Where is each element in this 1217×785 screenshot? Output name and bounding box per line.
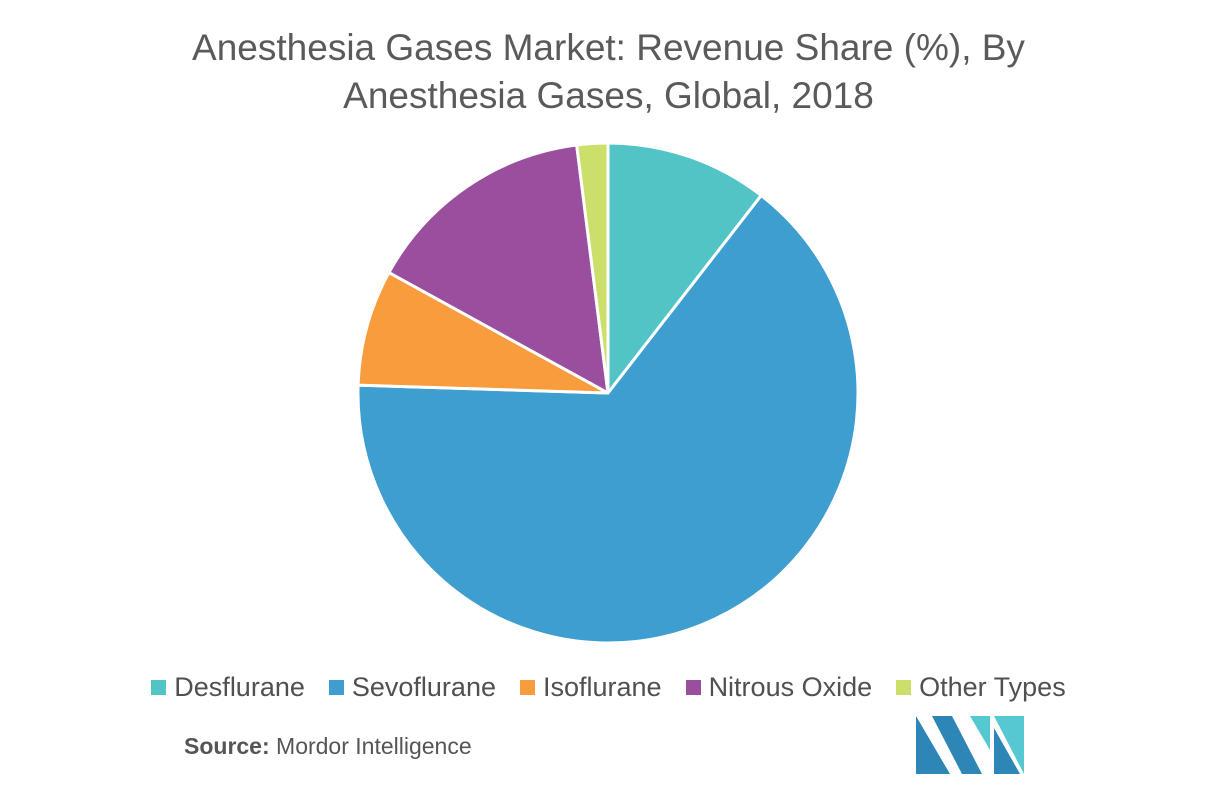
legend-item-nitrous-oxide: Nitrous Oxide bbox=[685, 672, 873, 703]
pie-slice-sevoflurane bbox=[356, 193, 860, 645]
legend-item-sevoflurane: Sevoflurane bbox=[328, 672, 496, 703]
legend-swatch-nitrous-oxide bbox=[685, 680, 701, 695]
mordor-intelligence-logo-icon bbox=[916, 716, 1024, 774]
source-text: Mordor Intelligence bbox=[269, 733, 472, 759]
chart-title-line-2: Anesthesia Gases, Global, 2018 bbox=[343, 75, 874, 116]
pie-slice-nitrous-oxide bbox=[387, 143, 610, 395]
legend-label-sevoflurane: Sevoflurane bbox=[351, 672, 496, 702]
legend-item-desflurane: Desflurane bbox=[151, 672, 305, 703]
pie-slice-other-types bbox=[575, 141, 610, 395]
chart-title: Anesthesia Gases Market: Revenue Share (… bbox=[0, 24, 1217, 120]
legend-label-other-types: Other Types bbox=[919, 672, 1066, 702]
legend-label-nitrous-oxide: Nitrous Oxide bbox=[708, 672, 873, 702]
source-label: Source: bbox=[184, 733, 270, 759]
legend-label-desflurane: Desflurane bbox=[174, 672, 305, 702]
legend-swatch-isoflurane bbox=[519, 680, 535, 695]
chart-legend: Desflurane Sevoflurane Isoflurane Nitrou… bbox=[0, 672, 1217, 703]
chart-title-line-1: Anesthesia Gases Market: Revenue Share (… bbox=[192, 27, 1025, 68]
pie-slice-desflurane bbox=[606, 141, 763, 395]
legend-swatch-other-types bbox=[896, 680, 912, 695]
legend-swatch-desflurane bbox=[151, 680, 167, 695]
legend-item-other-types: Other Types bbox=[896, 672, 1066, 703]
pie-slice-isoflurane bbox=[356, 271, 610, 395]
legend-swatch-sevoflurane bbox=[328, 680, 344, 695]
pie-slices bbox=[356, 141, 860, 645]
source-note: Source: Mordor Intelligence bbox=[184, 733, 472, 760]
legend-label-isoflurane: Isoflurane bbox=[542, 672, 662, 702]
legend-item-isoflurane: Isoflurane bbox=[519, 672, 662, 703]
